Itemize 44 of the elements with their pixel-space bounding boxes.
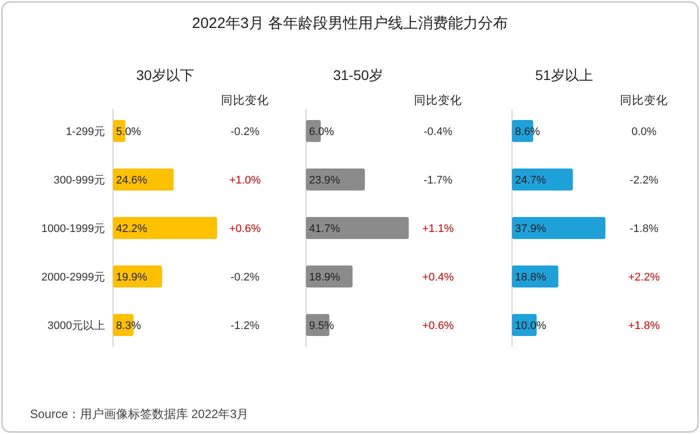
text: -2.2% bbox=[630, 174, 659, 186]
y-tick-label: 300-999元 bbox=[54, 174, 105, 186]
bar bbox=[306, 168, 365, 190]
data-label: 23.9% bbox=[309, 174, 340, 186]
text: -0.2% bbox=[230, 126, 260, 138]
chart-title: 31-50岁 bbox=[333, 67, 383, 83]
text: -1.7% bbox=[424, 174, 453, 186]
data-label: 19.9% bbox=[116, 272, 148, 284]
text: +0.6% bbox=[229, 223, 261, 235]
bar bbox=[306, 217, 409, 239]
chart-title: 51岁以上 bbox=[535, 67, 593, 83]
data-label: 42.2% bbox=[116, 223, 148, 235]
data-label: 18.9% bbox=[309, 272, 340, 284]
text: +0.4% bbox=[422, 272, 454, 284]
source-note: Source：用户画像标签数据库 2022年3月 bbox=[30, 407, 249, 421]
text: 0.0% bbox=[631, 126, 657, 138]
data-label: 24.6% bbox=[116, 174, 148, 186]
y-tick-label: 1-299元 bbox=[66, 126, 105, 138]
data-label: 6.0% bbox=[309, 126, 334, 138]
text: 同比变化 bbox=[414, 93, 462, 107]
y-tick-label: 2000-2999元 bbox=[41, 272, 105, 284]
data-label: 24.7% bbox=[515, 174, 546, 186]
bar bbox=[512, 217, 606, 239]
chart-title: 30岁以下 bbox=[136, 67, 194, 83]
data-label: 41.7% bbox=[309, 223, 340, 235]
text: +1.1% bbox=[422, 223, 454, 235]
bar bbox=[512, 168, 573, 190]
text: -0.2% bbox=[230, 272, 260, 284]
text: 2022年3月 各年龄段男性用户线上消费能力分布 bbox=[192, 15, 508, 32]
data-label: 18.8% bbox=[515, 272, 546, 284]
text: +0.6% bbox=[422, 320, 454, 332]
text: 同比变化 bbox=[221, 93, 269, 107]
text: +2.2% bbox=[628, 272, 660, 284]
text: +1.8% bbox=[628, 320, 660, 332]
text: -0.4% bbox=[424, 126, 453, 138]
data-label: 37.9% bbox=[515, 223, 546, 235]
text: -1.2% bbox=[230, 320, 260, 332]
text: -1.8% bbox=[630, 223, 659, 235]
text: 同比变化 bbox=[620, 93, 668, 107]
text: +1.0% bbox=[229, 174, 261, 186]
bar bbox=[113, 168, 174, 190]
y-tick-label: 1000-1999元 bbox=[41, 223, 105, 235]
bar bbox=[113, 217, 217, 239]
y-tick-label: 3000元以上 bbox=[48, 319, 105, 332]
